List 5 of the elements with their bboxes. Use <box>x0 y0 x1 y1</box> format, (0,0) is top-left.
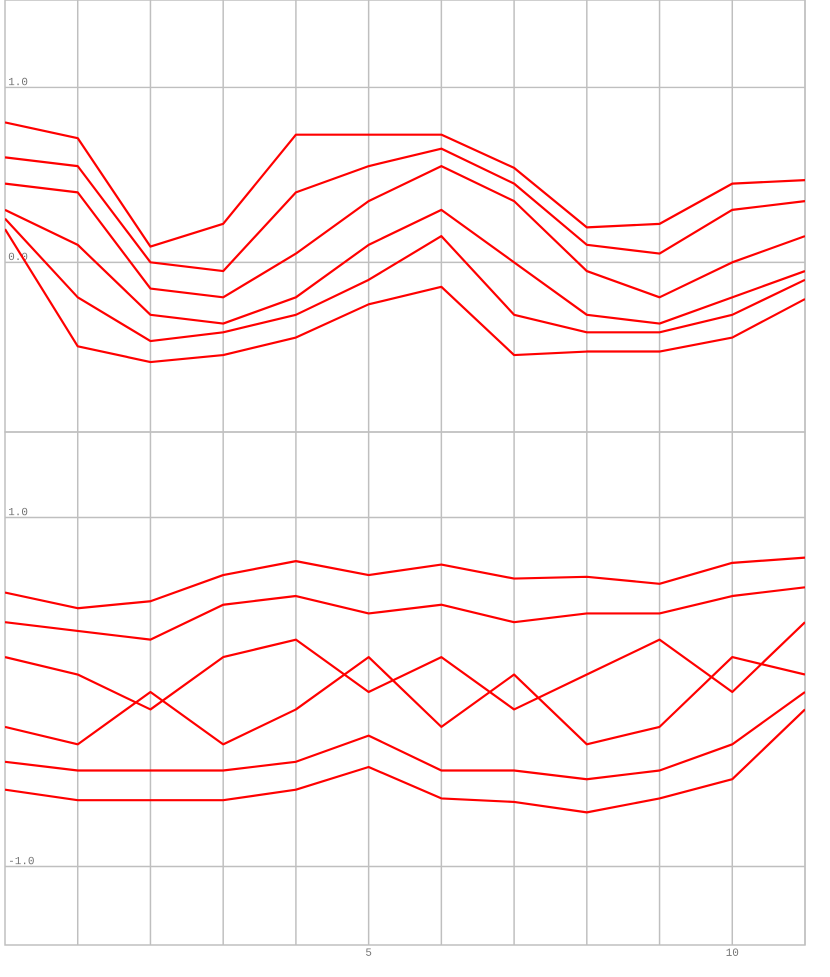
x-tick-label: 10 <box>726 948 738 956</box>
y-tick-label: 1.0 <box>8 508 28 516</box>
y-tick-label: 1.0 <box>8 78 28 86</box>
y-tick-label: -1.0 <box>10 856 34 864</box>
x-tick-label: 5 <box>366 948 372 956</box>
